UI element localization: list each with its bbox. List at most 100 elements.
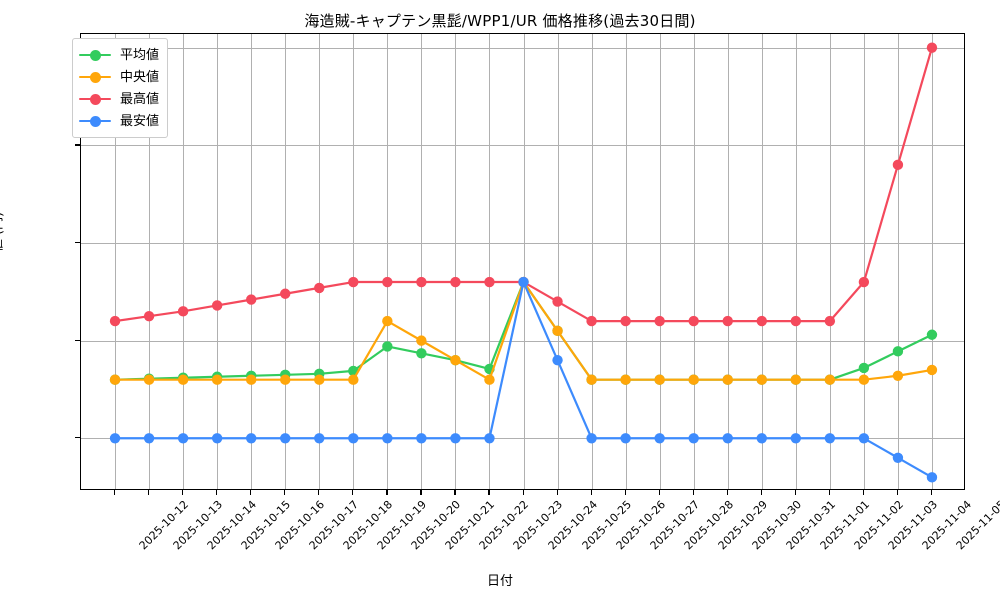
- x-axis-tick-mark: [284, 490, 286, 495]
- x-axis-tick-mark: [182, 490, 184, 495]
- y-axis-tick-mark: [75, 339, 80, 341]
- gridline-vertical: [353, 34, 355, 489]
- data-point: [143, 433, 155, 444]
- data-point: [858, 374, 870, 385]
- x-axis-tick-mark: [828, 490, 831, 495]
- gridline-vertical: [625, 34, 627, 489]
- data-point: [722, 374, 733, 385]
- data-point: [620, 374, 631, 385]
- gridline-vertical: [387, 34, 389, 489]
- series-svg: [109, 42, 938, 483]
- data-point: [177, 306, 189, 317]
- gridline-vertical: [897, 34, 899, 489]
- data-point: [586, 315, 597, 327]
- x-axis-tick-mark: [318, 490, 320, 495]
- x-axis-tick-mark: [488, 490, 490, 495]
- data-point: [143, 374, 155, 385]
- data-point: [348, 433, 359, 444]
- data-point: [722, 315, 733, 327]
- data-point: [109, 315, 121, 327]
- gridline-horizontal: [81, 438, 964, 440]
- data-point: [858, 362, 870, 374]
- x-axis-tick-mark: [420, 490, 422, 495]
- data-point: [416, 348, 427, 359]
- data-point: [552, 325, 563, 337]
- data-point: [484, 276, 495, 288]
- chart-legend: 平均値中央値最高値最安値: [72, 38, 169, 138]
- y-axis-tick-mark: [75, 437, 80, 439]
- y-axis-tick-mark: [75, 144, 80, 146]
- data-point: [688, 374, 699, 385]
- gridline-vertical: [217, 34, 219, 489]
- data-point: [348, 276, 359, 288]
- data-point: [926, 472, 938, 483]
- data-point: [484, 433, 495, 444]
- data-point: [314, 433, 325, 444]
- gridline-vertical: [421, 34, 423, 489]
- x-axis-tick-mark: [726, 490, 728, 495]
- data-point: [654, 433, 665, 444]
- x-axis-tick-mark: [216, 490, 218, 495]
- gridline-vertical: [795, 34, 797, 489]
- gridline-vertical: [455, 34, 457, 489]
- data-point: [109, 433, 121, 444]
- x-axis-tick-mark: [624, 490, 626, 495]
- x-axis-tick-mark: [522, 490, 524, 495]
- data-point: [280, 288, 291, 299]
- data-point: [586, 374, 597, 385]
- chart-title: 海造賊-キャプテン黒髭/WPP1/UR 価格推移(過去30日間): [304, 12, 696, 30]
- x-axis-tick-mark: [760, 490, 762, 495]
- gridline-vertical: [149, 34, 151, 489]
- data-point: [858, 276, 870, 288]
- gridline-vertical: [251, 34, 253, 489]
- gridline-vertical: [591, 34, 593, 489]
- x-axis-tick-mark: [692, 490, 694, 495]
- gridline-vertical: [557, 34, 559, 489]
- data-point: [109, 374, 121, 385]
- data-point: [143, 311, 155, 322]
- x-axis-tick-mark: [862, 490, 865, 495]
- data-point: [688, 315, 699, 327]
- data-point: [892, 452, 904, 463]
- data-point: [824, 374, 836, 385]
- gridline-vertical: [931, 34, 933, 489]
- data-point: [926, 364, 938, 376]
- grid-lines: [81, 34, 964, 489]
- data-point: [620, 315, 631, 327]
- x-axis-tick-mark: [896, 490, 899, 495]
- data-point: [824, 315, 836, 327]
- data-point: [348, 374, 359, 385]
- legend-marker-icon: [79, 48, 111, 62]
- x-axis-tick-mark: [454, 490, 456, 495]
- gridline-vertical: [659, 34, 661, 489]
- legend-item-label: 最安値: [120, 113, 160, 129]
- data-point: [926, 42, 938, 53]
- data-point: [280, 374, 291, 385]
- legend-item-最安値[interactable]: 最安値: [79, 110, 159, 132]
- data-point: [245, 374, 257, 385]
- gridline-vertical: [863, 34, 865, 489]
- legend-item-最高値[interactable]: 最高値: [79, 88, 159, 110]
- data-point: [654, 315, 665, 327]
- legend-item-label: 平均値: [120, 47, 160, 63]
- data-point: [756, 315, 767, 327]
- series-平均値: [109, 276, 938, 385]
- data-point: [314, 282, 325, 294]
- legend-item-中央値[interactable]: 中央値: [79, 66, 159, 88]
- legend-item-label: 中央値: [120, 69, 160, 85]
- y-axis-label: 値 (円): [0, 211, 6, 252]
- legend-marker-icon: [79, 92, 111, 106]
- data-point: [382, 433, 393, 444]
- legend-marker-icon: [79, 114, 111, 128]
- x-axis-label: 日付: [486, 574, 513, 589]
- data-point: [552, 354, 563, 366]
- data-point: [790, 433, 802, 444]
- legend-item-平均値[interactable]: 平均値: [79, 44, 159, 66]
- gridline-vertical: [489, 34, 491, 489]
- gridline-vertical: [319, 34, 321, 489]
- data-point: [654, 374, 665, 385]
- data-point: [484, 374, 495, 385]
- data-point: [177, 433, 189, 444]
- data-point: [824, 433, 836, 444]
